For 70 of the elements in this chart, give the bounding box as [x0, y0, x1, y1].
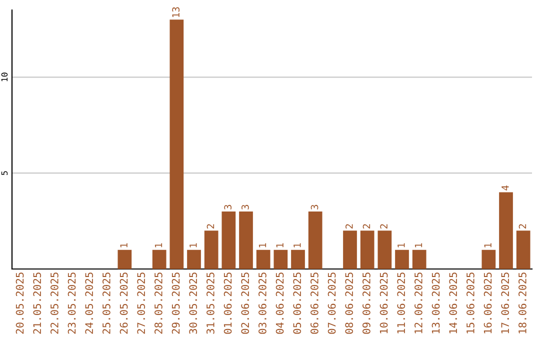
data-label: 1	[398, 243, 405, 248]
data-label: 1	[276, 243, 284, 248]
x-tick-label: 14.06.2025	[449, 272, 458, 334]
data-label: 4	[502, 185, 509, 190]
bar	[343, 230, 357, 269]
bar	[378, 230, 392, 269]
x-tick-label: 05.06.2025	[293, 272, 302, 334]
data-label: 3	[310, 204, 318, 210]
x-tick-label: 11.06.2025	[397, 272, 406, 334]
x-tick-label: 02.06.2025	[241, 272, 250, 334]
bar	[170, 20, 184, 269]
x-tick-label: 01.06.2025	[224, 272, 232, 334]
bar	[499, 192, 513, 269]
bar	[395, 250, 409, 269]
data-label: 1	[258, 243, 266, 248]
x-tick-label: 18.06.2025	[518, 272, 526, 334]
x-tick-label: 27.05.2025	[137, 272, 146, 334]
x-tick-label: 26.05.2025	[120, 272, 128, 334]
x-tick-label: 31.05.2025	[206, 272, 214, 334]
data-label: 1	[414, 243, 422, 248]
bar	[256, 250, 270, 269]
bar	[118, 250, 132, 269]
bar	[222, 211, 236, 269]
bar	[152, 250, 166, 269]
x-tick-label: 10.06.2025	[380, 272, 388, 334]
x-tick-label: 28.05.2025	[154, 272, 162, 334]
bar	[187, 250, 201, 269]
bar	[204, 230, 218, 269]
data-label: 2	[380, 224, 388, 229]
data-label: 1	[154, 243, 162, 248]
x-tick-label: 06.06.2025	[310, 272, 318, 334]
bar	[482, 250, 496, 269]
x-tick-label: 12.06.2025	[414, 272, 422, 334]
x-tick-label: 07.06.2025	[328, 272, 336, 334]
x-tick-label: 22.05.2025	[50, 272, 58, 334]
x-tick-label: 23.05.2025	[68, 272, 76, 334]
data-label: 1	[294, 243, 301, 248]
data-label: 2	[345, 224, 353, 229]
bar	[412, 250, 426, 269]
bar	[274, 250, 288, 269]
data-label: 2	[518, 224, 526, 229]
x-tick-label: 20.05.2025	[16, 272, 24, 334]
bar	[239, 211, 253, 269]
data-label: 3	[224, 204, 232, 210]
x-tick-label: 17.06.2025	[501, 272, 510, 334]
x-tick-label: 21.05.2025	[33, 272, 42, 334]
x-tick-label: 24.05.2025	[85, 272, 94, 334]
bar	[360, 230, 374, 269]
x-tick-label: 29.05.2025	[172, 272, 180, 334]
data-label: 1	[484, 243, 492, 248]
bar	[291, 250, 305, 269]
data-label: 1	[190, 243, 197, 248]
y-tick-label: 10	[1, 72, 8, 82]
bar	[308, 211, 322, 269]
x-tick-label: 04.06.2025	[276, 272, 284, 334]
bar	[516, 230, 530, 269]
x-tick-label: 09.06.2025	[362, 272, 370, 334]
data-label: 1	[120, 243, 128, 248]
data-label: 2	[362, 224, 370, 229]
x-tick-label: 13.06.2025	[432, 272, 440, 334]
x-tick-label: 25.05.2025	[102, 272, 110, 334]
x-tick-label: 30.05.2025	[189, 272, 198, 334]
data-label: 3	[241, 204, 249, 210]
x-tick-label: 08.06.2025	[345, 272, 354, 334]
x-tick-label: 03.06.2025	[258, 272, 266, 334]
x-tick-label: 15.06.2025	[466, 272, 474, 334]
y-tick-label: 5	[1, 171, 8, 175]
data-label: 13	[172, 7, 180, 18]
x-tick-label: 16.06.2025	[484, 272, 492, 334]
data-label: 2	[206, 224, 214, 229]
